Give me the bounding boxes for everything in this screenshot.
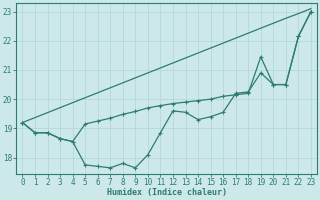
X-axis label: Humidex (Indice chaleur): Humidex (Indice chaleur)	[107, 188, 227, 197]
